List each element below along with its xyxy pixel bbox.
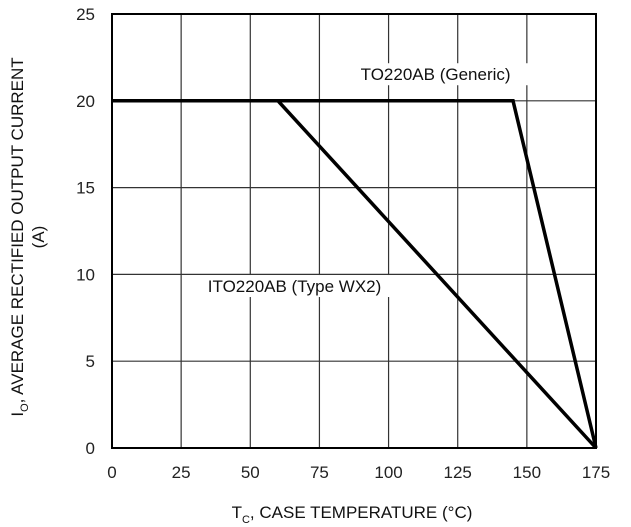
x-tick-label: 100 xyxy=(374,463,402,482)
x-axis-title: TC, CASE TEMPERATURE (°C) xyxy=(232,503,473,526)
y-axis-title: IO, AVERAGE RECTIFIED OUTPUT CURRENT (A) xyxy=(8,57,48,416)
x-tick-label: 125 xyxy=(444,463,472,482)
x-tick-label: 25 xyxy=(172,463,191,482)
y-tick-label: 15 xyxy=(76,179,95,198)
series-annotations: TO220AB (Generic) ITO220AB (Type WX2) xyxy=(182,63,548,298)
x-tick-labels: 0 25 50 75 100 125 150 175 xyxy=(107,463,610,482)
y-tick-label: 5 xyxy=(86,352,95,371)
series-label: ITO220AB (Type WX2) xyxy=(208,277,382,296)
series-label: TO220AB (Generic) xyxy=(361,65,511,84)
y-tick-label: 20 xyxy=(76,92,95,111)
series-line-2 xyxy=(112,99,598,450)
plot-frame xyxy=(111,13,597,449)
y-tick-label: 0 xyxy=(86,439,95,458)
y-tick-labels: 0 5 10 15 20 25 xyxy=(76,5,95,458)
annotation-background xyxy=(323,63,548,86)
y-axis-unit: (A) xyxy=(29,226,48,249)
y-tick-label: 25 xyxy=(76,5,95,24)
x-tick-label: 0 xyxy=(107,463,116,482)
x-tick-label: 75 xyxy=(310,463,329,482)
x-tick-label: 150 xyxy=(513,463,541,482)
svg-text:IO, AVERAGE RECTIFIED OUTPUT C: IO, AVERAGE RECTIFIED OUTPUT CURRENT xyxy=(8,57,31,416)
x-tick-label: 175 xyxy=(582,463,610,482)
annotation-background xyxy=(182,275,407,298)
x-tick-label: 50 xyxy=(241,463,260,482)
y-tick-label: 10 xyxy=(76,265,95,284)
series-lines xyxy=(112,99,598,450)
